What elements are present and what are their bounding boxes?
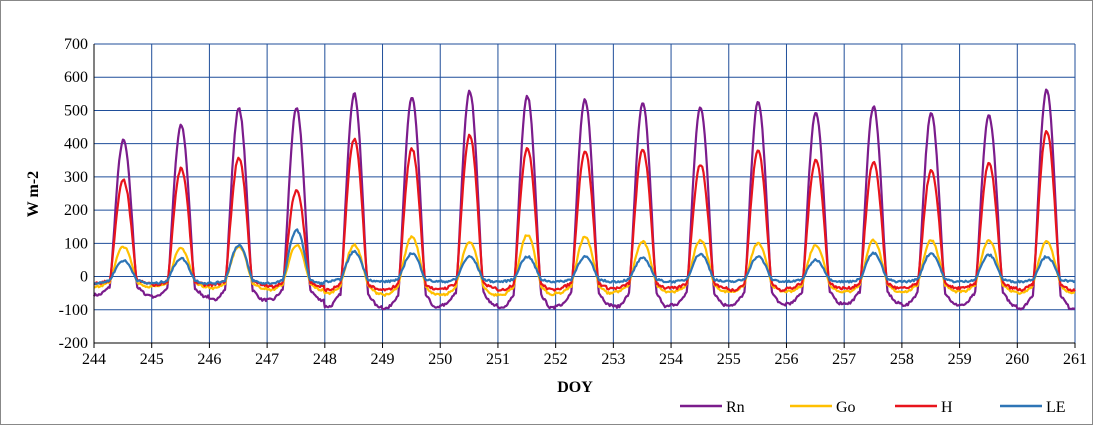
y-tick-label: -200 bbox=[59, 335, 88, 352]
y-axis-title: W m-2 bbox=[25, 171, 42, 217]
y-tick-label: 700 bbox=[64, 36, 88, 53]
x-tick-label: 247 bbox=[255, 351, 279, 368]
y-tick-label: 500 bbox=[64, 102, 88, 119]
legend-label-go: Go bbox=[836, 399, 856, 416]
axes: -200 -100 0 100 200 300 400 500 600 700 244 245 246 2… bbox=[59, 36, 1087, 368]
x-tick-label: 255 bbox=[717, 351, 741, 368]
x-tick-label: 246 bbox=[197, 351, 221, 368]
y-tick-label: 200 bbox=[64, 202, 88, 219]
y-tick-label: 0 bbox=[80, 269, 88, 286]
y-tick-label: 100 bbox=[64, 235, 88, 252]
x-tick-label: 259 bbox=[948, 351, 972, 368]
y-tick-label: 600 bbox=[64, 69, 88, 86]
y-tick-label: 400 bbox=[64, 136, 88, 153]
series-line-le bbox=[93, 228, 1076, 286]
x-tick-label: 244 bbox=[82, 351, 106, 368]
x-tick-label: 257 bbox=[832, 351, 856, 368]
x-tick-label: 249 bbox=[371, 351, 395, 368]
x-tick-label: 253 bbox=[601, 351, 625, 368]
legend-label-rn: Rn bbox=[726, 399, 745, 416]
x-tick-label: 258 bbox=[890, 351, 914, 368]
x-tick-label: 254 bbox=[659, 351, 683, 368]
x-tick-label: 248 bbox=[313, 351, 337, 368]
x-tick-label: 251 bbox=[486, 351, 510, 368]
x-tick-label: 252 bbox=[544, 351, 568, 368]
x-tick-label: 261 bbox=[1063, 351, 1087, 368]
legend-label-h: H bbox=[941, 399, 953, 416]
x-tick-label: 245 bbox=[140, 351, 164, 368]
y-tick-label: -100 bbox=[59, 302, 88, 319]
y-tick-label: 300 bbox=[64, 169, 88, 186]
series-line-go bbox=[93, 234, 1076, 297]
series-layer bbox=[93, 88, 1076, 311]
x-axis-title: DOY bbox=[557, 379, 593, 396]
x-tick-label: 250 bbox=[428, 351, 452, 368]
series-line-rn bbox=[93, 88, 1076, 311]
legend: Rn Go H LE bbox=[680, 399, 1066, 416]
series-line-h bbox=[93, 130, 1076, 293]
legend-label-le: LE bbox=[1046, 399, 1066, 416]
x-tick-label: 260 bbox=[1005, 351, 1029, 368]
x-tick-label: 256 bbox=[774, 351, 798, 368]
